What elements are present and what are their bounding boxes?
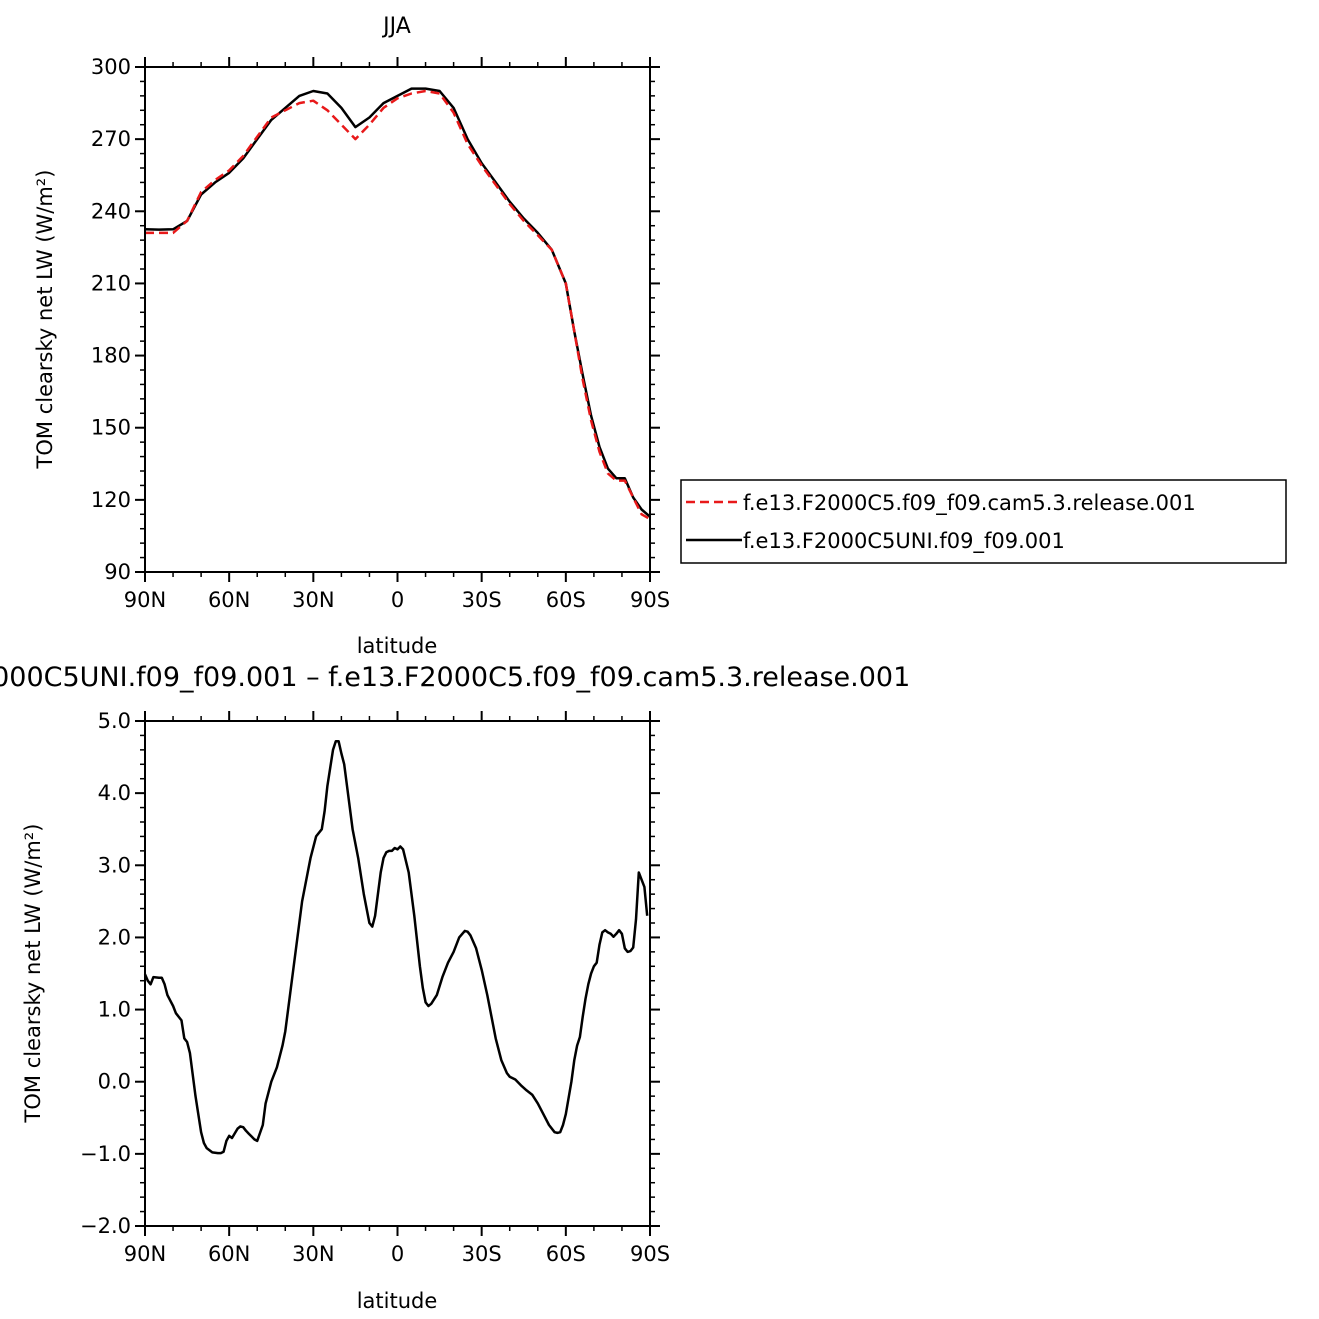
bottom-x-tick-label: 0: [391, 1242, 404, 1266]
top-y-tick-label: 120: [91, 488, 131, 512]
top-x-tick-label: 90S: [630, 588, 670, 612]
top-x-tick-label: 0: [391, 588, 404, 612]
bottom-y-tick-label: 4.0: [98, 781, 131, 805]
top-y-axis-label: TOM clearsky net LW (W/m²): [33, 170, 57, 470]
bottom-series-line-1: [143, 739, 649, 1155]
bottom-x-tick-label: 60N: [208, 1242, 250, 1266]
bottom-y-tick-label: 1.0: [98, 998, 131, 1022]
bottom-y-tick-label: −1.0: [80, 1142, 131, 1166]
legend-label-series-2: f.e13.F2000C5UNI.f09_f09.001: [743, 529, 1065, 554]
bottom-x-axis-label: latitude: [357, 1289, 438, 1313]
top-y-tick-label: 150: [91, 416, 131, 440]
legend-box: [680, 479, 1287, 564]
bottom-panel-chart: f.e13.F2000C5UNI.f09_f09.001 – f.e13.F20…: [0, 662, 910, 1313]
bottom-x-tick-label: 60S: [546, 1242, 586, 1266]
top-x-tick-label: 90N: [124, 588, 166, 612]
top-x-tick-label: 30N: [292, 588, 334, 612]
top-y-tick-label: 210: [91, 271, 131, 295]
top-chart-title: JJA: [381, 14, 411, 39]
bottom-y-axis-label: TOM clearsky net LW (W/m²): [21, 824, 45, 1124]
top-y-tick-label: 270: [91, 127, 131, 151]
bottom-y-tick-label: 0.0: [98, 1070, 131, 1094]
legend-label-series-1: f.e13.F2000C5.f09_f09.cam5.3.release.001: [743, 491, 1196, 516]
bottom-y-tick-label: −2.0: [80, 1214, 131, 1238]
top-series-line-1: [145, 89, 651, 521]
bottom-chart-title: f.e13.F2000C5UNI.f09_f09.001 – f.e13.F20…: [0, 662, 910, 693]
top-x-tick-label: 60N: [208, 588, 250, 612]
top-y-tick-label: 90: [104, 560, 131, 584]
bottom-y-tick-label: 3.0: [98, 853, 131, 877]
top-legend: f.e13.F2000C5.f09_f09.cam5.3.release.001…: [680, 479, 1287, 564]
top-plot-frame: [144, 66, 651, 573]
bottom-y-tick-label: 5.0: [98, 709, 131, 733]
top-series-line-2: [144, 87, 651, 518]
bottom-x-tick-label: 30S: [462, 1242, 502, 1266]
bottom-x-tick-label: 30N: [292, 1242, 334, 1266]
top-x-tick-label: 30S: [462, 588, 502, 612]
top-y-tick-label: 180: [91, 344, 131, 368]
bottom-y-tick-label: 2.0: [98, 925, 131, 949]
bottom-plot-frame: [144, 720, 651, 1227]
top-panel-chart: JJA 90N 60N 30N 0 30S 60S 90S 90 120 150 180 210 240…: [33, 14, 670, 658]
bottom-x-tick-label: 90S: [630, 1242, 670, 1266]
top-x-tick-label: 60S: [546, 588, 586, 612]
top-y-tick-label: 300: [91, 55, 131, 79]
top-x-axis-label: latitude: [357, 634, 438, 658]
bottom-x-tick-label: 90N: [124, 1242, 166, 1266]
top-y-tick-label: 240: [91, 199, 131, 223]
